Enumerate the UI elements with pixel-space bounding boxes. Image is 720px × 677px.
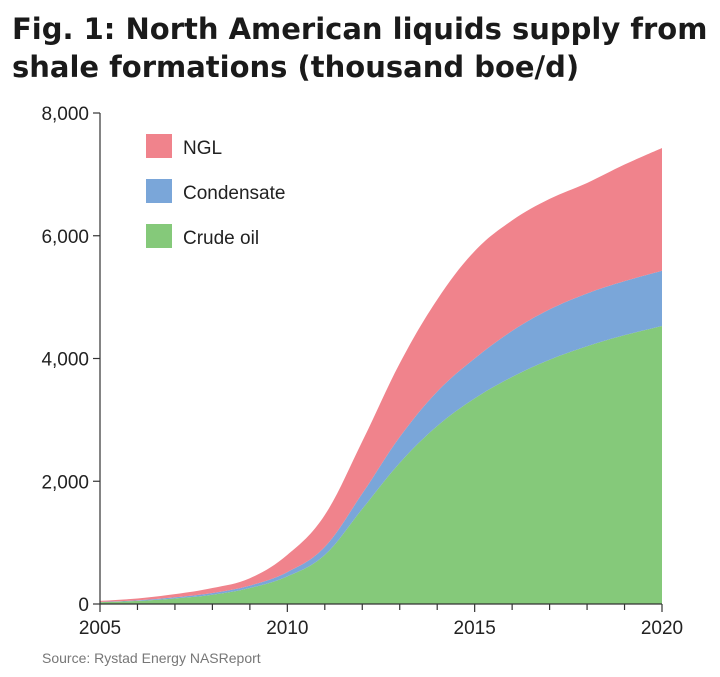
y-tick-label: 4,000 xyxy=(41,350,89,371)
x-tick-label: 2010 xyxy=(266,618,308,639)
x-tick-label: 2005 xyxy=(79,618,121,639)
area-layer xyxy=(100,147,662,604)
x-ticks: 2005 2010 2015 2020 xyxy=(79,604,683,639)
y-tick-label: 0 xyxy=(78,595,89,616)
chart-title: Fig. 1: North American liquids supply fr… xyxy=(12,10,712,86)
legend: NGL Condensate Crude oil xyxy=(146,134,285,249)
source-note: Source: Rystad Energy NASReport xyxy=(42,650,261,666)
y-tick-label: 6,000 xyxy=(41,227,89,248)
area-condensate xyxy=(100,270,662,603)
legend-swatch-condensate xyxy=(146,179,172,203)
y-tick-label: 2,000 xyxy=(41,472,89,493)
legend-label-crude-oil: Crude oil xyxy=(183,228,259,249)
area-ngl xyxy=(100,147,662,602)
y-ticks: 0 2,000 4,000 6,000 8,000 xyxy=(41,104,100,616)
x-tick-label: 2015 xyxy=(454,618,496,639)
area-crude-oil xyxy=(100,325,662,604)
legend-label-ngl: NGL xyxy=(183,138,222,159)
y-tick-label: 8,000 xyxy=(41,104,89,125)
legend-swatch-ngl xyxy=(146,134,172,158)
legend-swatch-crude-oil xyxy=(146,224,172,248)
chart-title-line-1: Fig. 1: North American liquids supply fr… xyxy=(12,12,708,46)
legend-label-condensate: Condensate xyxy=(183,183,285,204)
chart-title-line-2: shale formations (thousand boe/d) xyxy=(12,50,580,84)
x-tick-label: 2020 xyxy=(641,618,683,639)
